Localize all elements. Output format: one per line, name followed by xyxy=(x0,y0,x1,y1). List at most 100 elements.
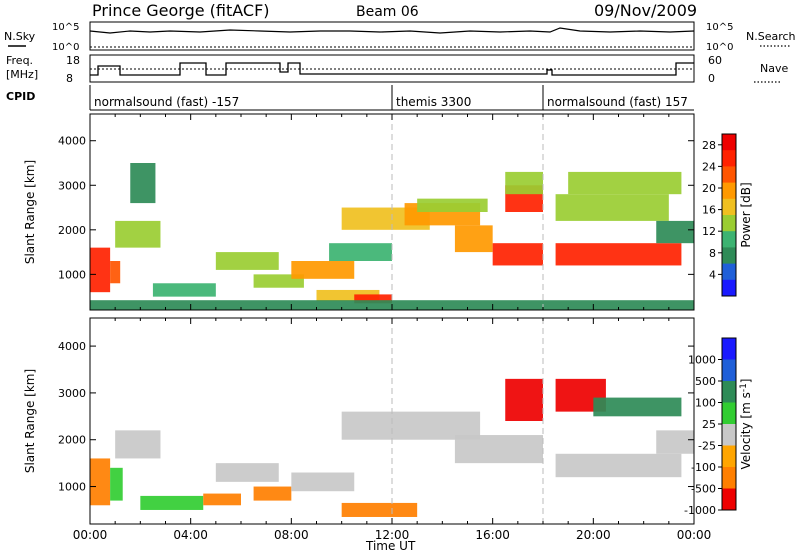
colorbar-label: Velocity [m s-1] xyxy=(739,379,753,470)
y-tick-label: 2000 xyxy=(58,434,86,447)
colorbar-segment xyxy=(722,279,736,297)
heatmap-cell xyxy=(130,163,156,204)
cpid-label: CPID xyxy=(6,90,35,103)
station-title: Prince George (fitACF) xyxy=(92,1,270,20)
heatmap-cell xyxy=(203,493,241,506)
heatmap-cell xyxy=(215,463,279,482)
freq-panel xyxy=(89,54,695,83)
y-axis-label: Slant Range [km] xyxy=(23,160,37,264)
colorbar-tick-label: 1000 xyxy=(688,354,716,367)
heatmap-cell xyxy=(454,225,493,253)
nave-tick-bottom: 0 xyxy=(708,72,715,85)
heatmap-cell xyxy=(115,430,161,459)
colorbar-segment xyxy=(722,402,736,425)
colorbar-segment xyxy=(722,467,736,489)
nsearch-tick-top: 10^5 xyxy=(706,22,733,33)
heatmap-cell xyxy=(316,289,380,302)
colorbar-tick-label: 20 xyxy=(702,182,716,195)
beam-title: Beam 06 xyxy=(356,4,419,20)
heatmap-cell xyxy=(341,502,418,517)
colorbar-segment xyxy=(722,215,736,232)
heatmap-cell xyxy=(90,247,111,293)
heatmap-cell xyxy=(291,472,355,492)
heatmap-cell xyxy=(505,171,543,195)
nsearch-tick-bottom: 10^0 xyxy=(706,42,733,53)
colorbar-segment xyxy=(722,231,736,248)
colorbar-tick-label: 8 xyxy=(709,247,716,260)
nave-label: Nave xyxy=(760,62,788,75)
date-title: 09/Nov/2009 xyxy=(594,1,697,20)
colorbar-tick-label: 28 xyxy=(702,139,716,152)
heatmap-cell xyxy=(568,171,682,195)
cpid-bar: normalsound (fast) -157 themis 3300 normal… xyxy=(89,85,694,111)
nsky-tick-bottom: 10^0 xyxy=(52,42,79,53)
heatmap-cell xyxy=(417,198,488,212)
colorbar-tick-label: 24 xyxy=(702,160,716,173)
colorbar-tick-label: -500 xyxy=(691,483,716,496)
colorbar-segment xyxy=(722,150,736,167)
colorbar-tick-label: -25 xyxy=(698,440,716,453)
heatmap-cell xyxy=(555,243,682,266)
x-tick-label: 16:00 xyxy=(475,528,510,542)
colorbar-segment xyxy=(722,134,736,151)
heatmap-cell xyxy=(555,194,669,221)
nsky-tick-top: 10^5 xyxy=(52,22,79,33)
heatmap-cell xyxy=(152,283,216,297)
y-tick-label: 3000 xyxy=(58,179,86,192)
freq-trace xyxy=(90,62,694,76)
x-tick-label: 12:00 xyxy=(375,528,410,542)
cpid-segment-label: normalsound (fast) -157 xyxy=(94,95,239,109)
velocity-panel: 1000 2000 3000 4000 00:00 04:00 08:00 12:00 16:0… xyxy=(23,317,753,542)
x-tick-label: 08:00 xyxy=(274,528,309,542)
y-tick-label: 2000 xyxy=(58,224,86,237)
colorbar-tick-label: 500 xyxy=(695,375,716,388)
nsky-label: N.Sky xyxy=(4,30,36,43)
heatmap-cell xyxy=(90,458,111,506)
nsky-trace xyxy=(89,27,695,34)
colorbar-segment xyxy=(722,198,736,216)
y-tick-label: 4000 xyxy=(58,340,86,353)
colorbar-segment xyxy=(722,263,736,281)
heatmap-cell xyxy=(656,220,694,244)
power-panel: 1000 2000 3000 4000 Slant Range [km] 4 8 12 16 20… xyxy=(23,113,753,311)
colorbar-segment xyxy=(722,381,736,403)
y-tick-label: 1000 xyxy=(58,268,86,281)
colorbar-segment xyxy=(722,359,736,382)
x-tick-label: 20:00 xyxy=(576,528,611,542)
colorbar-tick-label: 16 xyxy=(702,204,716,217)
colorbar-segment xyxy=(722,445,736,468)
heatmap-cell xyxy=(253,274,304,288)
heatmap-cell xyxy=(253,486,292,501)
colorbar-tick-label: -100 xyxy=(691,461,716,474)
cpid-segment-label: themis 3300 xyxy=(396,95,471,109)
heatmap-cell xyxy=(454,435,543,464)
nsearch-label: N.Search xyxy=(746,30,796,43)
heatmap-cell xyxy=(656,430,694,454)
colorbar-segment xyxy=(722,182,736,200)
colorbar-segment xyxy=(722,424,736,446)
heatmap-cell xyxy=(110,467,123,501)
colorbar-tick-label: 4 xyxy=(709,268,716,281)
heatmap-cell xyxy=(140,495,204,510)
heatmap-cell xyxy=(555,453,682,478)
nave-tick-top: 60 xyxy=(708,54,722,67)
colorbar-segment xyxy=(722,247,736,265)
freq-tick-top: 18 xyxy=(66,54,80,67)
heatmap-cell xyxy=(115,220,161,248)
colorbar-segment xyxy=(722,338,736,360)
heatmap-cell xyxy=(215,252,279,270)
cpid-segment-label: normalsound (fast) 157 xyxy=(547,95,688,109)
colorbar-tick-label: 100 xyxy=(695,397,716,410)
y-axis-label: Slant Range [km] xyxy=(23,369,37,473)
heatmap-cell xyxy=(492,243,543,266)
x-tick-label: 00:00 xyxy=(73,528,108,542)
colorbar-tick-label: -1000 xyxy=(684,504,716,517)
heatmap-cell xyxy=(110,261,121,284)
freq-label-2: [MHz] xyxy=(6,68,38,81)
colorbar-segment xyxy=(722,166,736,184)
colorbar-tick-label: 12 xyxy=(702,225,716,238)
nsky-panel xyxy=(89,21,695,51)
y-tick-label: 3000 xyxy=(58,387,86,400)
heatmap-cell xyxy=(593,397,682,417)
